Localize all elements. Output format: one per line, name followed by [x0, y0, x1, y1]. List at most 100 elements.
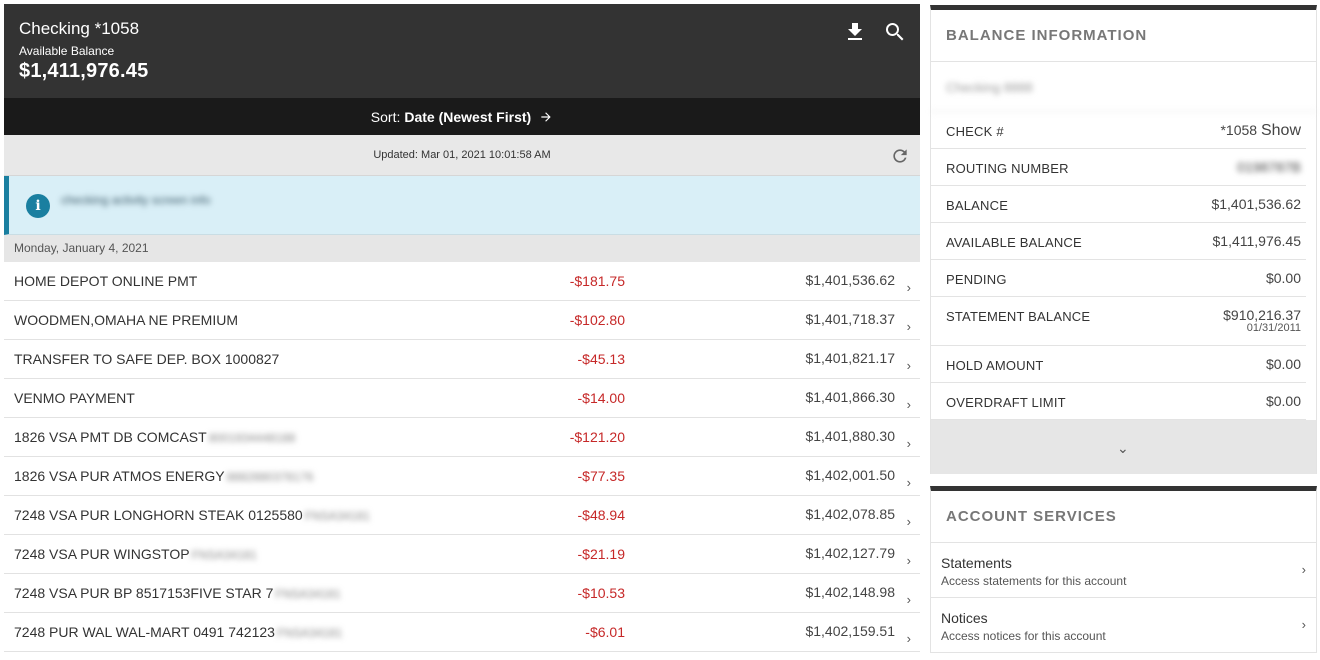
transaction-row[interactable]: 1826 VSA PMT DB COMCAST 8001934448188 -$1… — [4, 418, 920, 457]
info-banner-text: checking activity screen info — [61, 193, 211, 207]
available-balance-label: Available Balance — [19, 44, 115, 58]
account-services-card: ACCOUNT SERVICES Statements Access state… — [930, 486, 1317, 653]
transaction-row[interactable]: WOODMEN,OMAHA NE PREMIUM -$102.80 $1,401… — [4, 301, 920, 340]
balance-information-title: BALANCE INFORMATION — [931, 10, 1316, 62]
info-banner: i checking activity screen info — [4, 176, 920, 235]
transaction-description: TRANSFER TO SAFE DEP. BOX 1000827 — [14, 351, 280, 367]
sort-label: Sort: — [370, 108, 401, 125]
account-services-title: ACCOUNT SERVICES — [931, 491, 1316, 543]
available-balance-label: AVAILABLE BALANCE — [946, 235, 1082, 250]
transaction-running-balance: $1,402,078.85 — [805, 506, 895, 522]
balance-value: $1,401,536.62 — [1211, 196, 1301, 212]
transaction-row[interactable]: 7248 VSA PUR LONGHORN STEAK 0125580 FNSA3… — [4, 496, 920, 535]
transaction-row[interactable]: 7248 VSA PUR WINGSTOP FNSA34181 -$21.19 $… — [4, 535, 920, 574]
account-title: Checking *1058 — [19, 19, 140, 38]
hold-amount-value: $0.00 — [1265, 356, 1301, 372]
account-name: Checking 8888 — [931, 62, 1316, 112]
transaction-row[interactable]: VENMO PAYMENT -$14.00 $1,401,866.30 › — [4, 379, 920, 418]
service-title: Notices — [941, 610, 988, 626]
download-icon — [848, 23, 862, 40]
balance-information-card: BALANCE INFORMATION Checking 8888 CHECK … — [930, 5, 1317, 474]
overdraft-limit-label: OVERDRAFT LIMIT — [946, 395, 1066, 410]
transaction-row[interactable]: 7248 VSA PUR BP 8517153FIVE STAR 7 FNSA34… — [4, 574, 920, 613]
updated-timestamp: Updated: Mar 01, 2021 10:01:58 AM — [373, 149, 551, 161]
transaction-list: HOME DEPOT ONLINE PMT -$181.75 $1,401,53… — [4, 262, 920, 652]
transaction-amount: -$14.00 — [577, 390, 625, 406]
transaction-amount: -$121.20 — [569, 429, 625, 445]
balance-details: CHECK # *1058 Show ROUTING NUMBER 019878… — [931, 112, 1306, 420]
check-number-row: CHECK # *1058 Show — [931, 112, 1306, 149]
transaction-running-balance: $1,402,148.98 — [805, 584, 895, 600]
transaction-description: 1826 VSA PUR ATMOS ENERGY 8882880378176 — [14, 468, 314, 484]
statement-balance-label: STATEMENT BALANCE — [946, 309, 1091, 324]
chevron-right-icon: › — [906, 475, 911, 490]
search-button[interactable] — [883, 20, 907, 44]
transaction-running-balance: $1,402,001.50 — [805, 467, 895, 483]
chevron-right-icon: › — [1301, 617, 1306, 632]
transaction-amount: -$21.19 — [577, 546, 625, 562]
statement-date: 01/31/2011 — [1246, 322, 1301, 334]
transaction-amount: -$45.13 — [577, 351, 625, 367]
chevron-right-icon: › — [906, 592, 911, 607]
sort-bar[interactable]: Sort: Date (Newest First) — [4, 98, 920, 135]
statement-balance-row: STATEMENT BALANCE $910,216.37 01/31/2011 — [931, 297, 1306, 346]
arrow-right-icon — [541, 111, 551, 122]
pending-row: PENDING $0.00 — [931, 260, 1306, 297]
transaction-amount: -$48.94 — [577, 507, 625, 523]
routing-number-label: ROUTING NUMBER — [946, 161, 1069, 176]
service-description: Access notices for this account — [941, 629, 1106, 643]
check-number-value: *1058 Show — [1220, 122, 1301, 139]
check-number-label: CHECK # — [946, 124, 1004, 139]
search-icon — [886, 23, 904, 41]
hold-amount-row: HOLD AMOUNT $0.00 — [931, 346, 1306, 383]
chevron-down-icon: ⌄ — [1117, 440, 1129, 456]
download-button[interactable] — [843, 20, 867, 44]
routing-number-row: ROUTING NUMBER 0198787B — [931, 149, 1306, 186]
transaction-row[interactable]: TRANSFER TO SAFE DEP. BOX 1000827 -$45.1… — [4, 340, 920, 379]
transactions-panel: Checking *1058 Available Balance $1,411,… — [4, 4, 920, 660]
transaction-running-balance: $1,402,159.51 — [805, 623, 895, 639]
show-account-number-link[interactable]: Show — [1260, 122, 1301, 139]
overdraft-limit-row: OVERDRAFT LIMIT $0.00 — [931, 383, 1306, 420]
transaction-description: WOODMEN,OMAHA NE PREMIUM — [14, 312, 239, 328]
service-title: Statements — [941, 555, 1012, 571]
transaction-running-balance: $1,401,718.37 — [805, 311, 895, 327]
transaction-description: 7248 VSA PUR BP 8517153FIVE STAR 7 FNSA34… — [14, 585, 341, 601]
transaction-description: HOME DEPOT ONLINE PMT — [14, 273, 198, 289]
chevron-right-icon: › — [906, 358, 911, 373]
balance-label: BALANCE — [946, 198, 1009, 213]
routing-number-value: 0198787B — [1237, 159, 1301, 175]
service-description: Access statements for this account — [941, 574, 1127, 588]
info-icon: i — [26, 194, 50, 218]
transaction-running-balance: $1,401,866.30 — [805, 389, 895, 405]
service-item-statements[interactable]: Statements Access statements for this ac… — [931, 543, 1316, 598]
transaction-description: VENMO PAYMENT — [14, 390, 135, 406]
expand-balance-button[interactable]: ⌄ — [931, 420, 1316, 474]
transaction-row[interactable]: HOME DEPOT ONLINE PMT -$181.75 $1,401,53… — [4, 262, 920, 301]
transaction-running-balance: $1,401,536.62 — [805, 272, 895, 288]
chevron-right-icon: › — [906, 631, 911, 646]
statement-balance-value: $910,216.37 — [1223, 307, 1301, 323]
updated-bar: Updated: Mar 01, 2021 10:01:58 AM — [4, 135, 920, 176]
chevron-right-icon: › — [906, 553, 911, 568]
account-header: Checking *1058 Available Balance $1,411,… — [4, 4, 920, 98]
date-group-header: Monday, January 4, 2021 — [4, 235, 920, 262]
chevron-right-icon: › — [906, 397, 911, 412]
chevron-right-icon: › — [1301, 562, 1306, 577]
overdraft-limit-value: $0.00 — [1265, 393, 1301, 409]
refresh-icon[interactable] — [890, 146, 910, 166]
service-item-notices[interactable]: Notices Access notices for this account … — [931, 598, 1316, 653]
chevron-right-icon: › — [906, 514, 911, 529]
available-balance-value: $1,411,976.45 — [1212, 233, 1302, 249]
available-balance-row: AVAILABLE BALANCE $1,411,976.45 — [931, 223, 1306, 260]
transaction-description: 7248 VSA PUR LONGHORN STEAK 0125580 FNSA3… — [14, 507, 371, 523]
transaction-row[interactable]: 1826 VSA PUR ATMOS ENERGY 8882880378176 -… — [4, 457, 920, 496]
available-balance-amount: $1,411,976.45 — [19, 60, 149, 82]
transaction-amount: -$10.53 — [577, 585, 625, 601]
transaction-amount: -$181.75 — [569, 273, 625, 289]
transaction-description: 7248 VSA PUR WINGSTOP FNSA34181 — [14, 546, 257, 562]
balance-row: BALANCE $1,401,536.62 — [931, 186, 1306, 223]
pending-label: PENDING — [946, 272, 1007, 287]
transaction-row[interactable]: 7248 PUR WAL WAL-MART 0491 742123 FNSA341… — [4, 613, 920, 652]
